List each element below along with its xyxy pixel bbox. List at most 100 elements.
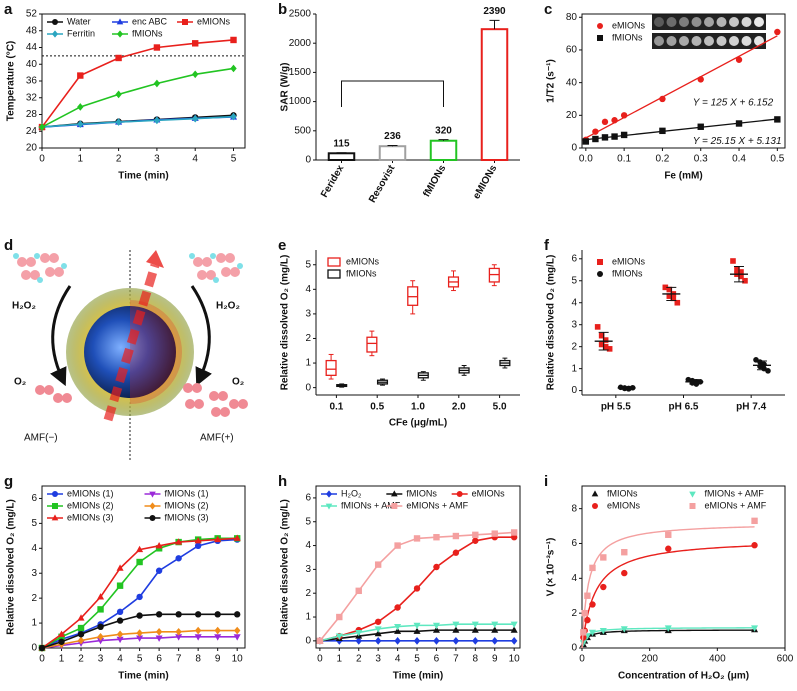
marker <box>182 19 188 25</box>
plot-frame <box>581 485 786 649</box>
marker <box>452 637 460 645</box>
y-tick-label: 2000 <box>289 38 312 49</box>
phantom <box>716 36 727 46</box>
marker <box>153 44 161 51</box>
y-tick-label: 0 <box>305 155 311 166</box>
panel-label: i <box>544 473 548 490</box>
x-axis-label: Time (min) <box>118 171 168 182</box>
marker <box>730 258 736 264</box>
marker <box>136 558 143 566</box>
diagram-d: d H₂O₂ H₂O₂ O₂ O₂ AMF(−) A <box>4 237 248 462</box>
marker <box>52 19 58 25</box>
legend-label: eMIONs <box>607 500 641 510</box>
y-axis-label: Relative dissolved O₂ (mg/L) <box>546 255 557 391</box>
marker <box>58 638 65 645</box>
y-axis-label: Relative dissolved O₂ (mg/L) <box>280 499 291 635</box>
marker <box>597 35 603 41</box>
marker <box>452 532 460 540</box>
x-tick-label: 0.5 <box>770 154 784 165</box>
marker <box>394 627 402 634</box>
panel-label: f <box>544 237 550 254</box>
marker <box>592 503 598 509</box>
marker <box>374 629 382 637</box>
marker <box>592 135 599 143</box>
legend-label: fMIONs <box>132 28 163 38</box>
marker <box>620 131 628 139</box>
y-tick-label: 1000 <box>289 96 312 107</box>
marker <box>77 103 84 111</box>
marker <box>214 611 221 618</box>
panel-label: h <box>278 473 287 490</box>
marker <box>38 644 46 652</box>
y-tick-label: 500 <box>294 125 311 136</box>
x-tick-label: 6 <box>156 654 162 665</box>
y-tick-label: 2 <box>305 333 311 344</box>
marker <box>97 623 104 631</box>
y-tick-label: 20 <box>26 143 38 154</box>
marker <box>214 634 222 641</box>
marker <box>115 118 122 126</box>
marker <box>735 120 743 127</box>
marker <box>374 626 382 633</box>
x-tick-label: eMIONs <box>471 163 499 201</box>
panel-label: e <box>278 237 286 254</box>
marker <box>136 593 143 601</box>
phantom <box>679 36 689 46</box>
marker <box>77 636 85 645</box>
marker <box>116 617 124 624</box>
series-line <box>41 115 234 128</box>
marker <box>598 341 605 348</box>
marker <box>153 116 161 125</box>
marker <box>510 621 518 629</box>
marker <box>774 116 781 123</box>
product-left: O₂ <box>14 377 26 388</box>
marker <box>452 626 460 633</box>
error-bar <box>336 152 347 154</box>
y-tick-label: 0 <box>31 643 37 654</box>
y-tick-label: 1 <box>305 358 311 369</box>
x-tick-label: 10 <box>232 654 244 665</box>
marker <box>670 295 677 302</box>
phantom <box>754 17 764 27</box>
y-tick-label: 6 <box>31 493 37 504</box>
panel-label: b <box>278 1 287 18</box>
marker <box>214 535 222 543</box>
x-tick-label: 400 <box>709 654 726 665</box>
fit-equation: Y = 125 X + 6.152 <box>693 97 774 108</box>
x-tick-label: 3 <box>98 654 104 665</box>
marker <box>149 502 156 510</box>
x-tick-label: 0.1 <box>617 154 631 165</box>
marker <box>97 632 104 641</box>
value-label: 2390 <box>483 6 506 17</box>
marker <box>97 606 104 613</box>
reactant-right: H₂O₂ <box>216 301 240 312</box>
y-axis-label: 1/T2 (s⁻¹) <box>546 59 557 103</box>
marker <box>774 28 781 36</box>
marker <box>77 624 85 632</box>
marker <box>611 133 618 140</box>
marker <box>491 621 499 629</box>
y-tick-label: 4 <box>305 540 311 551</box>
y-tick-label: 40 <box>566 77 578 88</box>
x-tick-label: 2 <box>78 654 84 665</box>
x-tick-label: 2.0 <box>452 402 466 413</box>
plot-frame <box>581 13 786 149</box>
marker <box>52 30 58 38</box>
plot-frame <box>41 485 246 649</box>
legend-label: fMIONs <box>612 268 643 278</box>
y-tick-label: 0 <box>571 643 577 654</box>
phantom <box>704 17 714 27</box>
y-tick-label: 44 <box>26 42 38 53</box>
legend-label: eMIONs (2) <box>67 500 114 510</box>
marker <box>233 534 241 541</box>
marker <box>620 626 628 633</box>
marker <box>77 120 84 128</box>
x-tick-label: 7 <box>453 654 459 665</box>
error-bar <box>438 139 449 141</box>
x-tick-label: 0 <box>317 654 323 665</box>
marker <box>413 637 421 645</box>
marker <box>335 633 343 640</box>
marker <box>374 561 382 568</box>
marker <box>742 277 748 284</box>
marker <box>584 592 591 599</box>
